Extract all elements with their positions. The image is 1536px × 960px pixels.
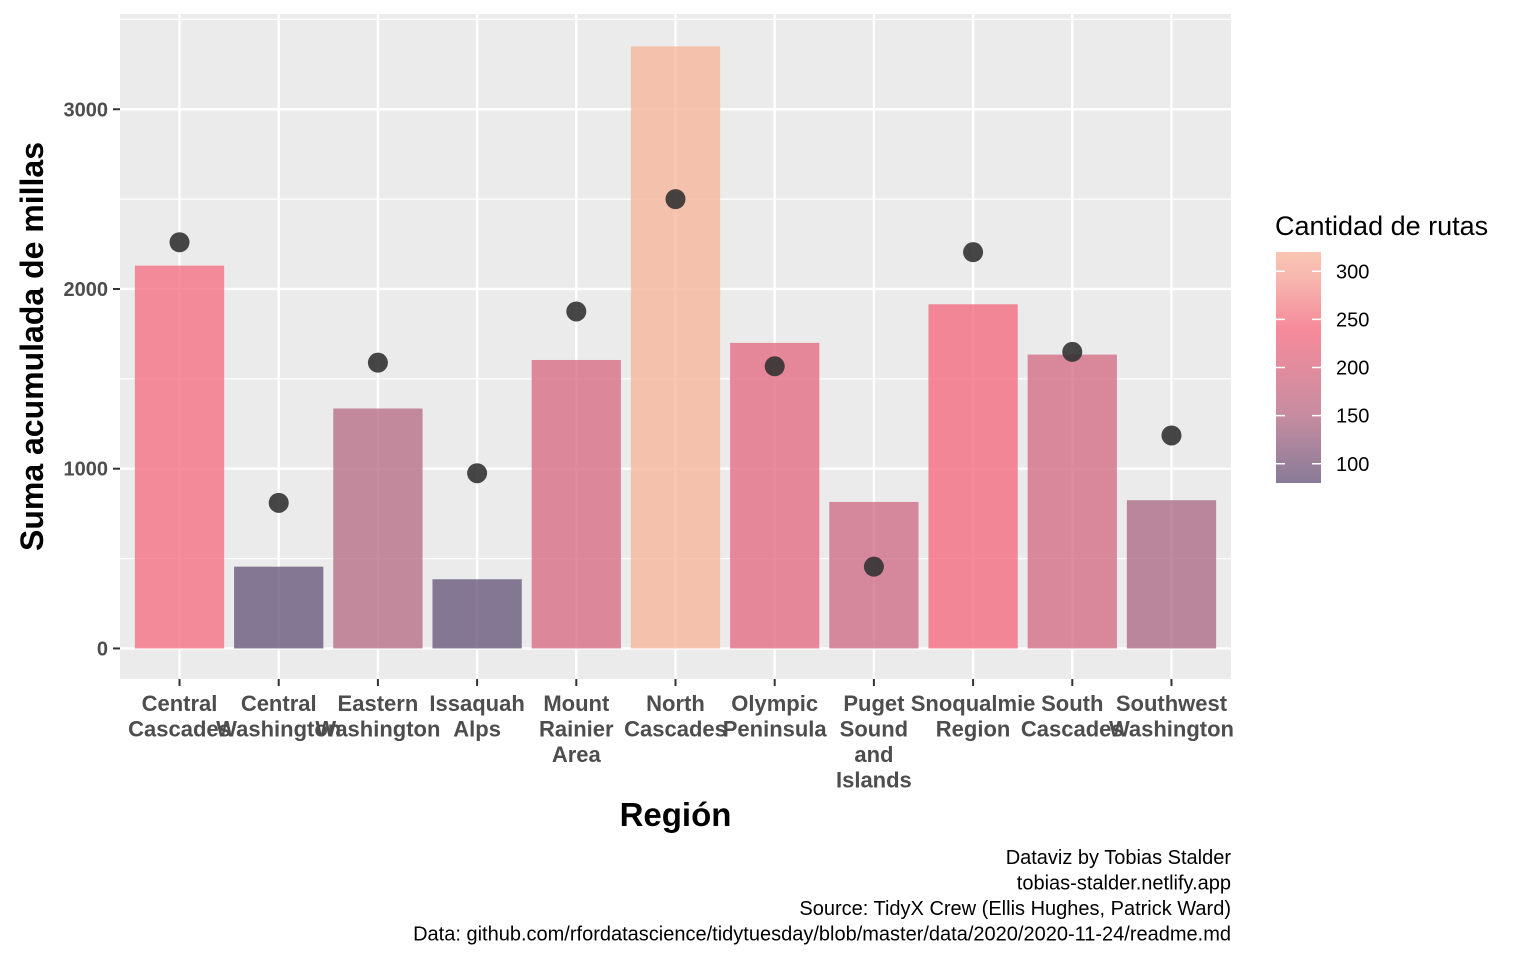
- x-tick-label: Issaquah Alps: [429, 691, 524, 742]
- data-point: [169, 232, 190, 253]
- bar: [1126, 500, 1217, 649]
- x-tick-label: Puget Sound and Islands: [836, 691, 912, 793]
- data-point: [863, 556, 884, 577]
- caption-line: Data: github.com/rfordatascience/tidytue…: [413, 924, 1231, 946]
- caption: Dataviz by Tobias Stalder tobias-stalder.…: [413, 847, 1231, 946]
- x-tick-label: North Cascades: [624, 691, 727, 742]
- bar: [333, 408, 423, 649]
- data-point: [467, 463, 488, 484]
- bar: [531, 359, 621, 649]
- caption-line: Source: TidyX Crew (Ellis Hughes, Patric…: [799, 898, 1231, 920]
- legend-tick-label: 150: [1336, 406, 1369, 428]
- data-point: [566, 301, 587, 322]
- data-point: [1161, 425, 1182, 446]
- data-point: [367, 352, 388, 373]
- legend: Cantidad de rutas 100 150 200 250 300: [1275, 211, 1488, 483]
- legend-title: Cantidad de rutas: [1275, 211, 1488, 241]
- x-tick-label: Snoqualmie Region: [911, 691, 1036, 742]
- caption-line: Dataviz by Tobias Stalder: [1006, 847, 1232, 869]
- y-axis: 0 1000 2000 3000: [64, 99, 120, 660]
- caption-line: tobias-stalder.netlify.app: [1017, 873, 1231, 895]
- x-tick-label: Eastern Washington: [315, 691, 440, 742]
- legend-ticks: 100 150 200 250 300: [1276, 261, 1369, 476]
- bar: [134, 265, 225, 649]
- x-tick-label: Central Cascades: [128, 691, 231, 742]
- data-point: [1062, 341, 1083, 362]
- bar: [630, 46, 721, 649]
- legend-tick-label: 200: [1336, 358, 1369, 380]
- y-tick-label: 1000: [64, 459, 109, 481]
- bar-series: [134, 46, 1217, 649]
- y-axis-title: Suma acumulada de millas: [14, 142, 50, 551]
- bar: [432, 579, 522, 649]
- point-series: [169, 189, 1182, 577]
- bar: [234, 566, 324, 649]
- bar: [928, 304, 1018, 649]
- x-tick-label: Southwest Washington: [1109, 691, 1234, 742]
- legend-tick-label: 100: [1336, 454, 1369, 476]
- x-axis-title: Región: [620, 796, 732, 833]
- legend-tick-label: 300: [1336, 261, 1369, 283]
- data-point: [764, 356, 785, 377]
- x-tick-label: South Cascades: [1021, 691, 1124, 742]
- data-point: [963, 242, 984, 263]
- x-tick-label: Olympic Peninsula: [723, 691, 828, 742]
- bar: [1027, 354, 1117, 649]
- legend-tick-label: 250: [1336, 309, 1369, 331]
- y-tick-label: 0: [97, 638, 108, 660]
- data-point: [665, 189, 686, 210]
- data-point: [268, 492, 289, 513]
- y-tick-label: 2000: [64, 279, 109, 301]
- bar: [730, 342, 820, 649]
- x-tick-label: Central Washington: [216, 691, 341, 742]
- y-tick-label: 3000: [64, 99, 109, 121]
- x-tick-label: Mount Rainier Area: [539, 691, 614, 767]
